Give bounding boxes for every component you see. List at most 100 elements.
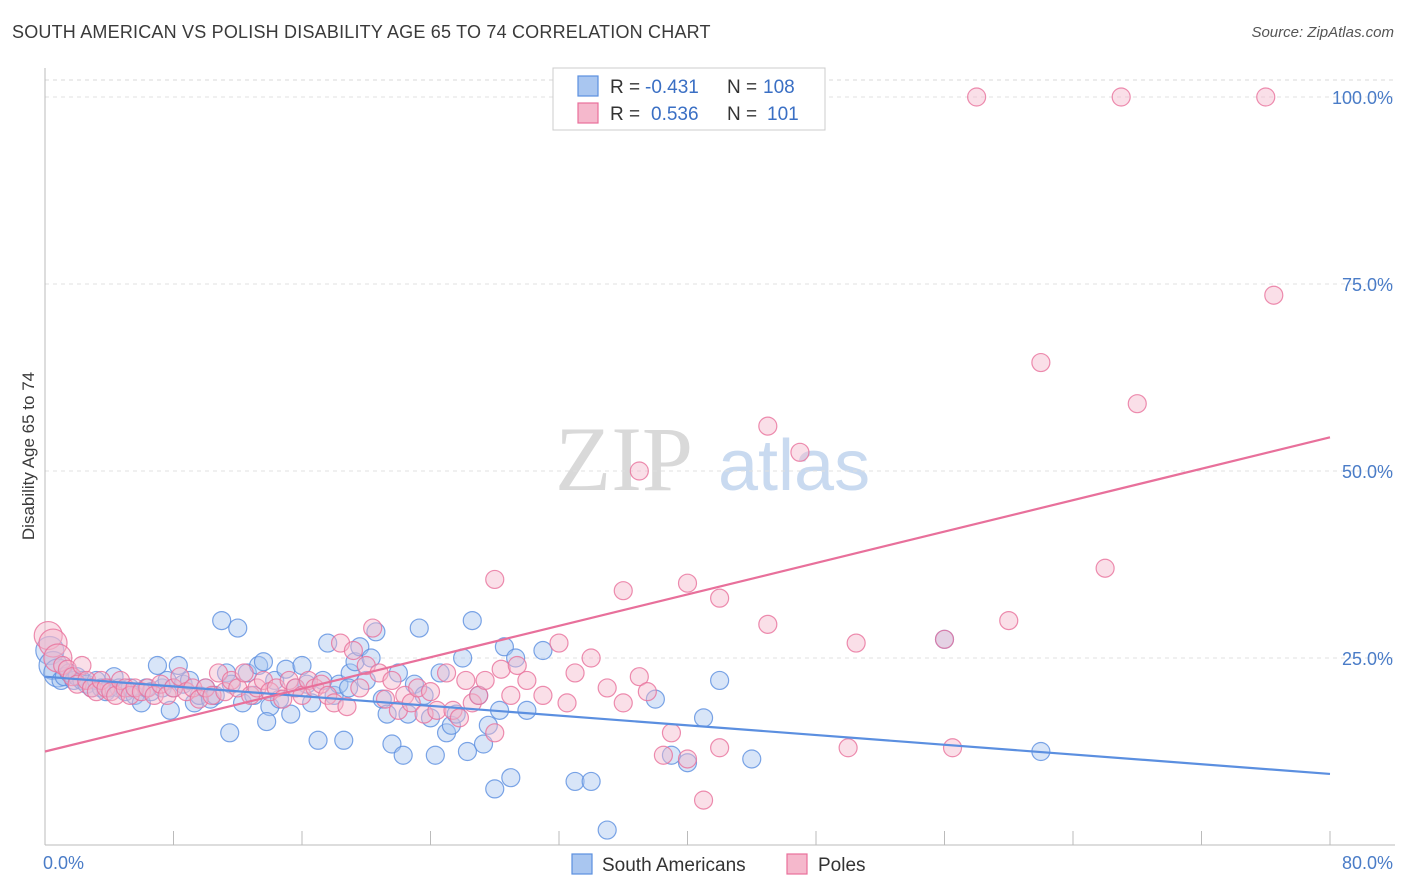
poles-point-77	[517, 670, 537, 691]
south-americans-point-99	[693, 708, 714, 728]
legend-n-value-2: 101	[767, 104, 799, 125]
south-americans-point-35	[212, 610, 232, 631]
south-americans-point-75	[425, 745, 445, 765]
south-americans-point-68	[388, 663, 408, 683]
bottom-legend-poles: Poles	[818, 855, 866, 876]
x-tick-label-0: 0.0%	[43, 853, 84, 873]
bottom-legend-swatch-south-americans	[571, 853, 593, 875]
poles-point-0	[33, 620, 63, 651]
south-americans-point-58	[334, 730, 354, 750]
south-americans-point-52	[302, 693, 322, 713]
poles-point-52	[343, 640, 363, 661]
poles-point-91	[710, 738, 730, 758]
south-americans-point-79	[446, 704, 466, 724]
poles-point-81	[565, 663, 585, 683]
poles-point-84	[613, 693, 633, 713]
y-axis-label: Disability Age 65 to 74	[19, 372, 38, 540]
poles-point-102	[1264, 285, 1284, 305]
poles-point-55	[363, 618, 383, 638]
y-tick-label-0: 100.0%	[1332, 88, 1393, 108]
south-americans-point-90	[506, 648, 526, 668]
south-americans-point-101	[742, 749, 762, 769]
series-legend: South Americans Poles	[571, 853, 866, 876]
poles-point-75	[501, 685, 521, 706]
south-americans-point-94	[581, 771, 601, 792]
legend-n-label-2: N =	[727, 104, 757, 125]
poles-point-78	[533, 685, 553, 706]
poles-point-87	[653, 745, 674, 765]
poles-point-74	[491, 659, 511, 679]
legend-n-value-1: 108	[763, 77, 795, 98]
poles-point-42	[279, 670, 299, 691]
legend-r-label-1: R =	[610, 77, 640, 98]
poles-point-66	[436, 663, 457, 683]
south-americans-point-47	[276, 659, 296, 679]
correlation-legend: R = -0.431 N = 108 R = 0.536 N = 101	[552, 67, 826, 131]
south-americans-point-100	[710, 670, 730, 691]
y-tick-label-1: 75.0%	[1342, 275, 1393, 295]
poles-point-94	[846, 633, 866, 653]
poles-point-73	[485, 723, 505, 743]
poles-point-51	[337, 697, 357, 717]
south-americans-point-104	[220, 723, 240, 743]
y-tick-label-3: 25.0%	[1342, 649, 1393, 669]
poles-point-104	[1127, 394, 1147, 414]
poles-point-35	[234, 663, 254, 683]
poles-point-105	[758, 416, 778, 436]
poles-point-48	[318, 685, 338, 706]
south-americans-point-72	[409, 618, 429, 638]
x-tick-labels: 0.0% 80.0%	[43, 853, 1393, 873]
poles-point-103	[1031, 352, 1051, 373]
poles-point-107	[629, 461, 649, 481]
source-label: Source: ZipAtlas.com	[1251, 24, 1394, 41]
south-americans-point-106	[160, 700, 180, 720]
poles-point-101	[1256, 87, 1276, 107]
poles-point-30	[202, 685, 222, 706]
south-americans-point-82	[462, 610, 482, 631]
south-americans-point-78	[441, 715, 461, 735]
poles-point-64	[420, 682, 441, 702]
poles-point-83	[597, 678, 617, 698]
y-tick-label-2: 50.0%	[1342, 462, 1393, 482]
poles-point-53	[350, 678, 370, 698]
poles-point-90	[693, 790, 714, 810]
bottom-legend-south-americans: South Americans	[602, 855, 746, 876]
poles-point-58	[382, 670, 402, 691]
poles-point-79	[549, 633, 569, 653]
south-americans-point-38	[228, 618, 248, 638]
axes	[44, 68, 1395, 846]
poles-point-65	[427, 700, 447, 720]
legend-n-label-1: N =	[727, 77, 757, 98]
south-americans-point-107	[338, 678, 359, 698]
south-americans-point-23	[147, 655, 168, 676]
poles-point-67	[443, 700, 463, 720]
poles-point-97	[999, 610, 1019, 631]
south-americans-point-76	[430, 663, 450, 683]
poles-point-110	[485, 569, 505, 590]
south-americans-point-92	[533, 640, 553, 661]
poles-point-85	[629, 667, 649, 687]
south-americans-point-86	[485, 779, 505, 799]
poles-point-86	[637, 682, 657, 702]
poles-point-28	[189, 689, 209, 709]
poles-point-70	[462, 693, 482, 713]
south-americans-point-89	[501, 768, 521, 788]
watermark-atlas: atlas	[718, 426, 870, 506]
poles-point-89	[677, 749, 698, 769]
south-americans-trend-line	[44, 675, 1331, 776]
poles-trend-line	[44, 436, 1331, 753]
poles-point-80	[557, 693, 577, 713]
chart-title: SOUTH AMERICAN VS POLISH DISABILITY AGE …	[12, 22, 711, 42]
poles-point-10	[86, 682, 107, 702]
poles-point-98	[1095, 558, 1115, 578]
poles-point-100	[1111, 87, 1131, 107]
poles-point-96	[942, 738, 963, 758]
poles-point-93	[838, 738, 858, 758]
south-americans-point-66	[377, 704, 397, 724]
trend-lines	[44, 436, 1331, 776]
poles-point-72	[475, 670, 495, 691]
legend-r-value-1: -0.431	[645, 77, 699, 98]
poles-point-76	[507, 655, 527, 676]
south-americans-point-105	[257, 711, 277, 732]
